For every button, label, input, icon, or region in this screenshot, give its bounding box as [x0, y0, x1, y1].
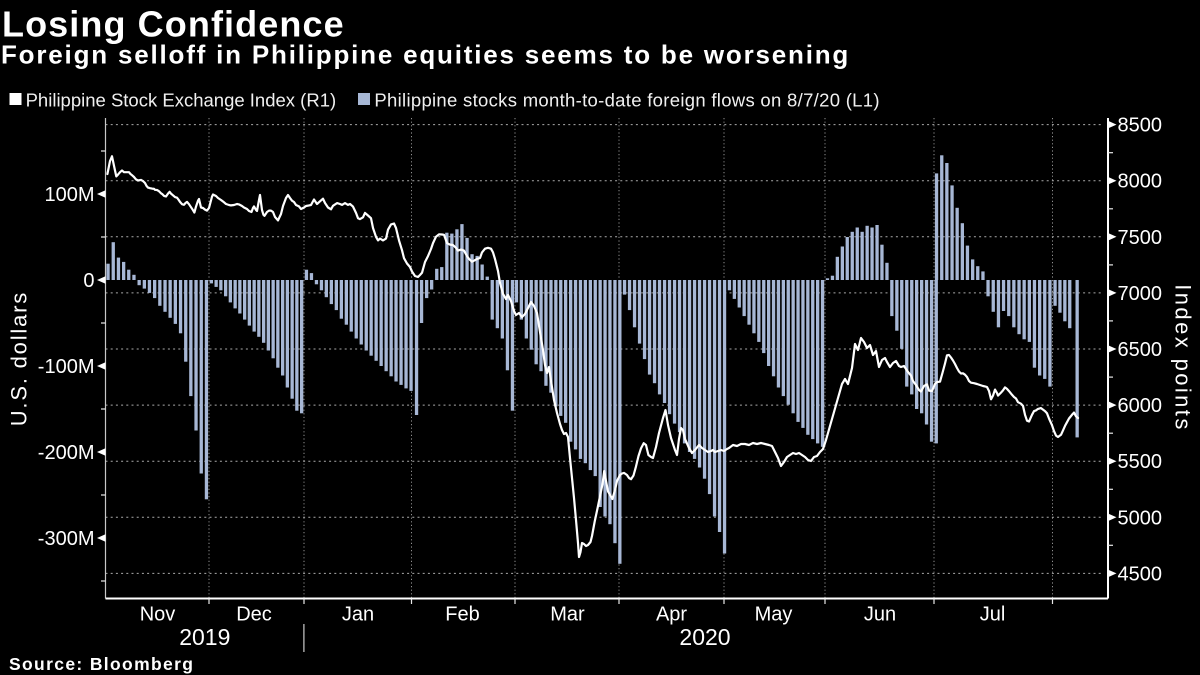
svg-text:Source: Bloomberg: Source: Bloomberg	[9, 654, 194, 674]
svg-text:Philippine stocks month-to-dat: Philippine stocks month-to-date foreign …	[374, 90, 879, 111]
svg-text:Index points: Index points	[1171, 284, 1196, 431]
svg-text:Nov: Nov	[140, 604, 176, 626]
svg-text:Foreign selloff in Philippine: Foreign selloff in Philippine equities s…	[1, 40, 850, 70]
svg-text:Jan: Jan	[342, 604, 374, 626]
svg-text:Mar: Mar	[550, 604, 585, 626]
svg-text:Losing Confidence: Losing Confidence	[2, 4, 345, 45]
svg-text:2019: 2019	[179, 624, 230, 650]
svg-text:Jun: Jun	[864, 604, 896, 626]
svg-text:4500: 4500	[1118, 563, 1163, 585]
svg-text:Philippine Stock Exchange Inde: Philippine Stock Exchange Index (R1)	[26, 90, 337, 111]
svg-text:6000: 6000	[1118, 395, 1163, 417]
svg-text:Feb: Feb	[445, 604, 479, 626]
svg-text:Apr: Apr	[656, 604, 687, 626]
svg-text:100M: 100M	[44, 184, 94, 206]
svg-text:2020: 2020	[679, 624, 730, 650]
svg-text:May: May	[755, 604, 793, 626]
svg-text:8000: 8000	[1118, 171, 1163, 193]
svg-text:U.S. dollars: U.S. dollars	[7, 291, 32, 426]
svg-text:0: 0	[83, 270, 94, 292]
svg-text:-200M: -200M	[38, 442, 95, 464]
svg-text:6500: 6500	[1118, 339, 1163, 361]
svg-text:-300M: -300M	[38, 528, 95, 550]
svg-text:-100M: -100M	[38, 356, 95, 378]
svg-text:Dec: Dec	[236, 604, 272, 626]
svg-text:5000: 5000	[1118, 507, 1163, 529]
svg-text:Jul: Jul	[980, 604, 1006, 626]
svg-text:7500: 7500	[1118, 227, 1163, 249]
svg-text:7000: 7000	[1118, 283, 1163, 305]
svg-text:5500: 5500	[1118, 451, 1163, 473]
svg-text:8500: 8500	[1118, 115, 1163, 137]
